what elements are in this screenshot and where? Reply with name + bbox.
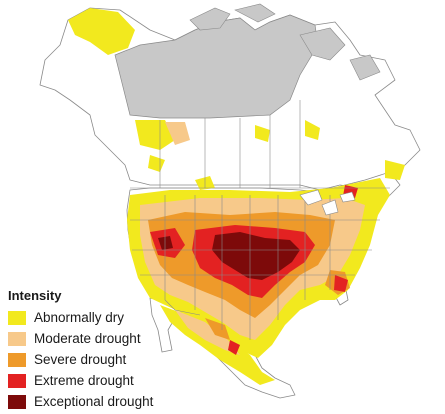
arctic-islands (189, 3, 381, 81)
legend-label: Exceptional drought (34, 394, 154, 409)
legend-item: Extreme drought (8, 370, 178, 391)
legend-item: Severe drought (8, 349, 178, 370)
legend-label: Moderate drought (34, 331, 141, 346)
legend-label: Extreme drought (34, 373, 134, 388)
great-lakes (299, 189, 356, 216)
legend-swatch (8, 373, 26, 388)
legend-label: Severe drought (34, 352, 127, 367)
legend-item: Abnormally dry (8, 307, 178, 328)
legend: Intensity Abnormally dry Moderate drought… (8, 288, 178, 412)
legend-item: Moderate drought (8, 328, 178, 349)
legend-title: Intensity (8, 288, 62, 303)
admin-borders (130, 100, 390, 340)
legend-label: Abnormally dry (34, 310, 125, 325)
legend-items: Abnormally dry Moderate drought Severe dro… (8, 307, 178, 412)
legend-swatch (8, 352, 26, 367)
no-data-region (114, 14, 319, 119)
legend-swatch (8, 310, 26, 325)
legend-swatch (8, 331, 26, 346)
legend-swatch (8, 394, 26, 409)
legend-item: Exceptional drought (8, 391, 178, 412)
